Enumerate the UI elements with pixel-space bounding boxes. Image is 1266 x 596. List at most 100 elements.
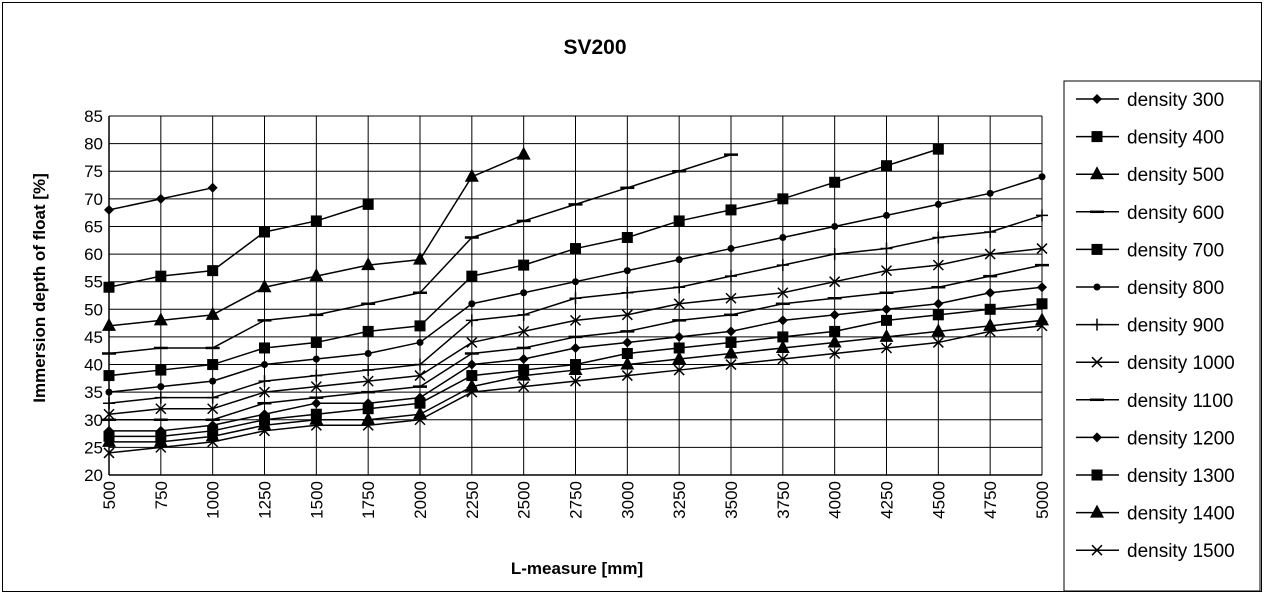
data-point xyxy=(310,369,323,382)
data-point xyxy=(258,425,271,437)
data-point xyxy=(468,300,476,308)
data-point xyxy=(621,232,633,244)
series-density-1000 xyxy=(103,243,1048,420)
legend-marker xyxy=(1092,432,1102,443)
data-point xyxy=(621,370,633,382)
data-point xyxy=(775,339,790,353)
legend-item: density 1100 xyxy=(1076,391,1233,412)
legend-item: density 700 xyxy=(1076,240,1224,261)
x-tick-label: 500 xyxy=(100,481,119,509)
data-point xyxy=(259,226,270,238)
legend-label: density 700 xyxy=(1127,240,1224,261)
data-point xyxy=(207,436,219,448)
legend-marker xyxy=(1091,318,1103,331)
data-point xyxy=(155,193,166,204)
data-point xyxy=(102,433,116,447)
x-tick-label: 1250 xyxy=(256,481,275,519)
legend-label: density 500 xyxy=(1127,165,1224,186)
legend-marker xyxy=(1092,94,1102,104)
data-point xyxy=(516,367,531,381)
legend-item: density 1500 xyxy=(1076,541,1235,562)
y-tick-label: 20 xyxy=(84,466,103,485)
data-point xyxy=(466,359,477,370)
x-tick-label: 3500 xyxy=(722,481,741,519)
y-tick-label: 65 xyxy=(84,217,103,236)
data-point xyxy=(1036,243,1048,255)
data-point xyxy=(622,337,633,348)
data-point xyxy=(569,375,582,387)
legend-item: density 800 xyxy=(1076,278,1224,299)
data-point xyxy=(984,303,996,315)
legend-label: density 400 xyxy=(1127,128,1224,149)
data-point xyxy=(569,292,582,305)
data-point xyxy=(207,403,219,415)
y-tick-label: 50 xyxy=(84,300,103,319)
legend-marker xyxy=(1090,166,1104,180)
data-point xyxy=(153,312,168,326)
x-tick-label: 4750 xyxy=(981,481,1000,519)
legend-label: density 600 xyxy=(1127,203,1224,224)
x-tick-label: 1750 xyxy=(359,481,378,519)
y-tick-label: 60 xyxy=(84,245,103,264)
data-point xyxy=(414,370,426,382)
data-point xyxy=(932,336,944,348)
x-tick-label: 2250 xyxy=(463,481,482,519)
data-point xyxy=(881,160,892,172)
legend-label: density 1200 xyxy=(1127,428,1235,449)
data-point xyxy=(623,267,631,275)
y-tick-label: 70 xyxy=(84,190,103,209)
data-point xyxy=(933,298,944,309)
data-point xyxy=(725,270,737,283)
x-axis-title: L-measure [mm] xyxy=(511,559,643,578)
y-tick-label: 40 xyxy=(84,356,103,375)
data-point xyxy=(520,289,528,297)
legend-label: density 1500 xyxy=(1127,541,1235,562)
data-point xyxy=(881,314,892,326)
data-point xyxy=(829,276,841,288)
data-point xyxy=(672,351,687,365)
legend-item: density 500 xyxy=(1076,165,1224,186)
data-point xyxy=(205,306,220,320)
data-point xyxy=(103,397,115,410)
legend-label: density 900 xyxy=(1127,316,1224,337)
series-line xyxy=(108,203,369,288)
data-point xyxy=(777,353,789,365)
data-point xyxy=(984,248,996,260)
data-point xyxy=(934,200,942,208)
legend-marker xyxy=(1091,243,1103,255)
data-point xyxy=(1037,282,1047,293)
data-point xyxy=(102,317,116,331)
data-point xyxy=(312,355,320,363)
data-point xyxy=(1035,312,1049,326)
legend-item: density 1300 xyxy=(1076,466,1235,487)
data-point xyxy=(673,298,685,310)
data-point xyxy=(362,375,374,387)
legend-marker xyxy=(1093,283,1101,291)
data-point xyxy=(155,441,167,453)
data-point xyxy=(829,309,840,320)
data-point xyxy=(416,338,424,346)
data-point xyxy=(466,270,478,282)
data-point xyxy=(829,347,841,360)
y-tick-label: 30 xyxy=(84,411,103,430)
data-point xyxy=(620,356,635,370)
series-density-1500 xyxy=(103,320,1048,459)
data-point xyxy=(725,204,737,216)
data-point xyxy=(883,211,890,219)
x-tick-label: 2500 xyxy=(515,481,534,519)
legend-item: density 300 xyxy=(1076,90,1224,111)
y-tick-label: 55 xyxy=(84,273,103,292)
data-point xyxy=(881,304,892,315)
data-point xyxy=(154,391,167,404)
legend-label: density 300 xyxy=(1127,90,1224,111)
series-group xyxy=(102,143,1049,459)
data-point xyxy=(518,381,530,393)
data-point xyxy=(257,279,272,293)
x-tick-label: 4250 xyxy=(878,481,897,519)
y-tick-label: 75 xyxy=(84,162,103,181)
legend-marker xyxy=(1091,544,1103,556)
data-point xyxy=(932,143,944,155)
data-point xyxy=(725,292,737,304)
series-density-900 xyxy=(103,209,1048,410)
